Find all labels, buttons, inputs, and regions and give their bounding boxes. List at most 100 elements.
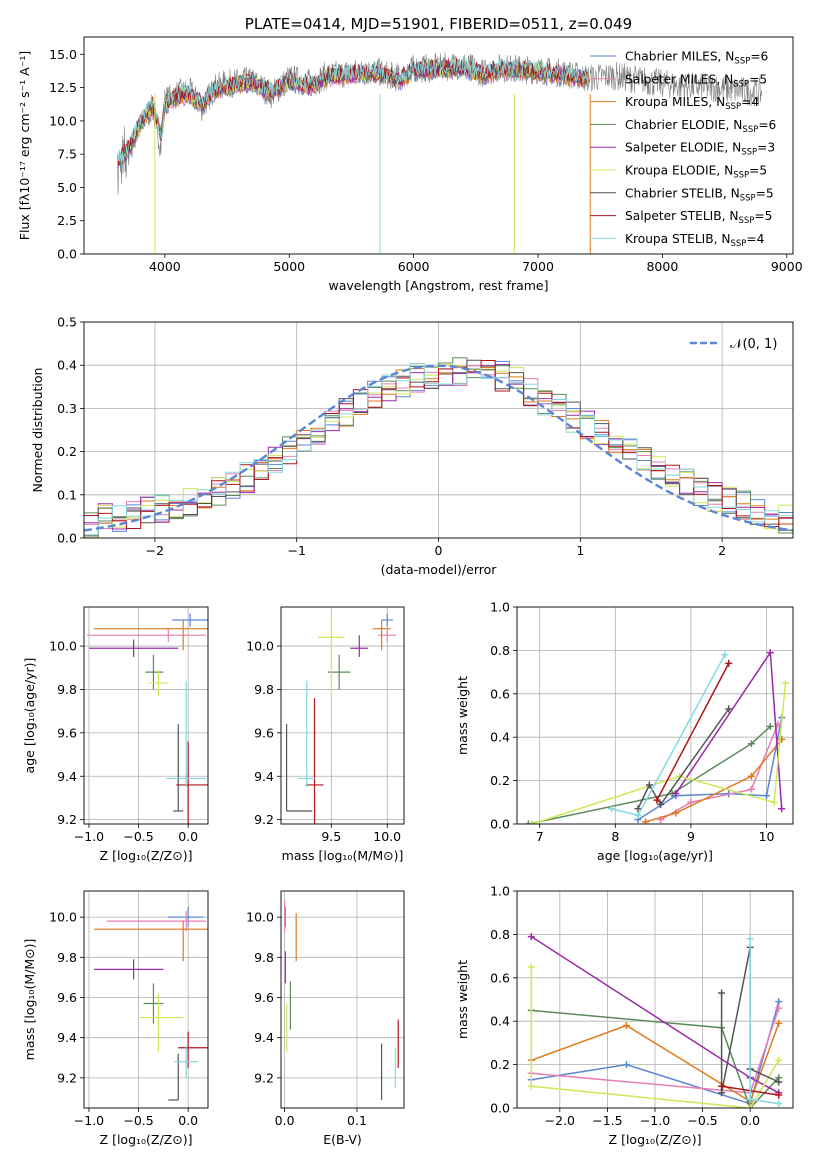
weight-line [656, 663, 730, 801]
weight-marker [775, 998, 783, 1006]
weight-marker [622, 1022, 630, 1030]
weight-marker [653, 796, 661, 804]
weight-line [660, 723, 779, 821]
x-axis-label: E(B-V) [323, 1132, 362, 1147]
y-tick-label: 0.0 [490, 1101, 510, 1116]
weight-marker [747, 772, 755, 780]
axes-frame [516, 890, 794, 1109]
y-tick-label: 0.4 [57, 358, 77, 373]
weight-line [530, 967, 780, 1108]
y-tick-label: 10.0 [49, 113, 77, 128]
x-tick-label: 5000 [273, 259, 305, 274]
weight-marker [645, 781, 653, 789]
x-tick-label: 0.0 [178, 1113, 198, 1128]
y-tick-label: 0.5 [57, 315, 77, 330]
y-tick-label: 9.6 [57, 725, 77, 740]
y-tick-label: 9.2 [254, 812, 274, 827]
weight-marker [775, 1091, 783, 1099]
plot-area [517, 607, 793, 824]
weight-marker [687, 798, 695, 806]
legend-entry: Chabrier ELODIE, NSSP=6 [625, 118, 776, 135]
x-tick-label: −0.5 [123, 1113, 153, 1128]
weight-marker [642, 818, 650, 824]
weight-marker [634, 811, 642, 819]
legend-entry: Kroupa STELIB, NSSP=4 [625, 232, 765, 249]
x-tick-label: −1.0 [74, 829, 104, 844]
plot-area [84, 607, 208, 824]
weight-marker [725, 705, 733, 713]
normal-curve [84, 364, 793, 532]
y-tick-label: 0.8 [490, 643, 510, 658]
panel-spectrum: 4000 5000 6000 7000 8000 9000 0.0 2.5 5.0 7.5 10.0… [17, 15, 803, 293]
x-tick-label: 1 [576, 543, 584, 558]
axes-frame [83, 36, 794, 255]
weight-line [611, 654, 726, 817]
y-tick-label: 9.4 [57, 1030, 77, 1045]
x-tick-label: 9000 [771, 259, 803, 274]
weight-marker [781, 679, 789, 687]
axes-frame [280, 890, 405, 1109]
y-tick-label: 0.4 [490, 730, 510, 745]
weight-marker [608, 805, 616, 813]
y-axis-label: mass [log₁₀(M/M⊙)] [22, 939, 37, 1061]
plot-area [84, 322, 793, 538]
x-tick-label: 9.5 [321, 829, 341, 844]
x-tick-label: 4000 [149, 259, 181, 274]
y-tick-label: 12.5 [49, 80, 77, 95]
axes-frame [83, 321, 794, 539]
weight-line [528, 725, 771, 824]
weight-marker [634, 805, 642, 813]
weight-marker [775, 1004, 783, 1012]
x-tick-label: 10 [759, 829, 775, 844]
y-tick-label: 9.4 [254, 769, 274, 784]
weight-marker [528, 820, 536, 824]
chart-title: PLATE=0414, MJD=51901, FIBERID=0511, z=0… [245, 15, 632, 33]
x-axis-label: age [log₁₀(age/yr)] [597, 848, 713, 863]
panel-mass-vs-Z: −1.0 −0.5 0.0 9.2 9.4 9.6 9.8 10.0 Z [log₁₀(Z/Z⊙… [22, 890, 209, 1147]
y-tick-label: 2.5 [57, 213, 77, 228]
weight-marker [766, 722, 774, 730]
x-axis-label: wavelength [Angstrom, rest frame] [328, 278, 548, 293]
panel-age-vs-Z: −1.0 −0.5 0.0 9.2 9.4 9.6 9.8 10.0 Z [log₁₀(Z/Z⊙… [22, 606, 209, 863]
y-tick-label: 9.8 [57, 682, 77, 697]
x-tick-label: −0.5 [123, 829, 153, 844]
x-tick-label: −2 [146, 543, 164, 558]
x-tick-label: −0.5 [687, 1113, 717, 1128]
plot-area [517, 891, 793, 1108]
panel-weight-vs-Z: −2.0 −1.5 −1.0 −0.5 0.0 0.0 0.2 0.4 0.6 0.8 1.0 Z [… [455, 884, 794, 1147]
y-tick-label: 9.2 [57, 1070, 77, 1085]
y-tick-label: 10.0 [49, 910, 77, 925]
y-tick-label: 0.0 [490, 817, 510, 832]
y-axis-label: Flux [fλ10⁻¹⁷ erg cm⁻² s⁻¹ A⁻¹] [17, 51, 32, 240]
x-tick-label: 0.0 [178, 829, 198, 844]
y-axis-label: mass weight [455, 960, 470, 1039]
y-tick-label: 0.4 [490, 1014, 510, 1029]
y-tick-label: 1.0 [490, 884, 510, 899]
legend-entry: Chabrier MILES, NSSP=6 [625, 50, 768, 67]
weight-marker [770, 798, 778, 806]
histogram-step [84, 360, 793, 529]
y-tick-label: 5.0 [57, 180, 77, 195]
panel-mass-vs-ebv: 0.0 0.1 9.2 9.4 9.6 9.8 10.0 E(B-V) [246, 890, 405, 1147]
x-axis-label: Z [log₁₀(Z/Z⊙)] [100, 848, 193, 863]
weight-marker [775, 1078, 783, 1086]
x-axis-label: Z [log₁₀(Z/Z⊙)] [609, 1132, 702, 1147]
weight-line [531, 1023, 780, 1103]
panel-age-vs-mass: 9.5 10.0 9.2 9.4 9.6 9.8 10.0 mass [log₁₀(M/M⊙)… [246, 606, 405, 863]
x-axis-label: Z [log₁₀(Z/Z⊙)] [100, 1132, 193, 1147]
y-tick-label: 1.0 [490, 600, 510, 615]
weight-marker [747, 740, 755, 748]
x-tick-label: 0.0 [740, 1113, 760, 1128]
y-tick-label: 9.2 [57, 812, 77, 827]
weight-marker [527, 933, 535, 941]
model-spectrum-line [117, 55, 589, 163]
y-tick-label: 9.4 [57, 769, 77, 784]
y-tick-label: 0.2 [490, 1057, 510, 1072]
weight-marker [766, 649, 774, 657]
weight-marker [746, 935, 754, 943]
weight-marker [527, 1082, 535, 1090]
legend-entry: Salpeter STELIB, NSSP=5 [625, 209, 772, 226]
x-tick-label: 0.0 [275, 1113, 295, 1128]
weight-marker [747, 785, 755, 793]
